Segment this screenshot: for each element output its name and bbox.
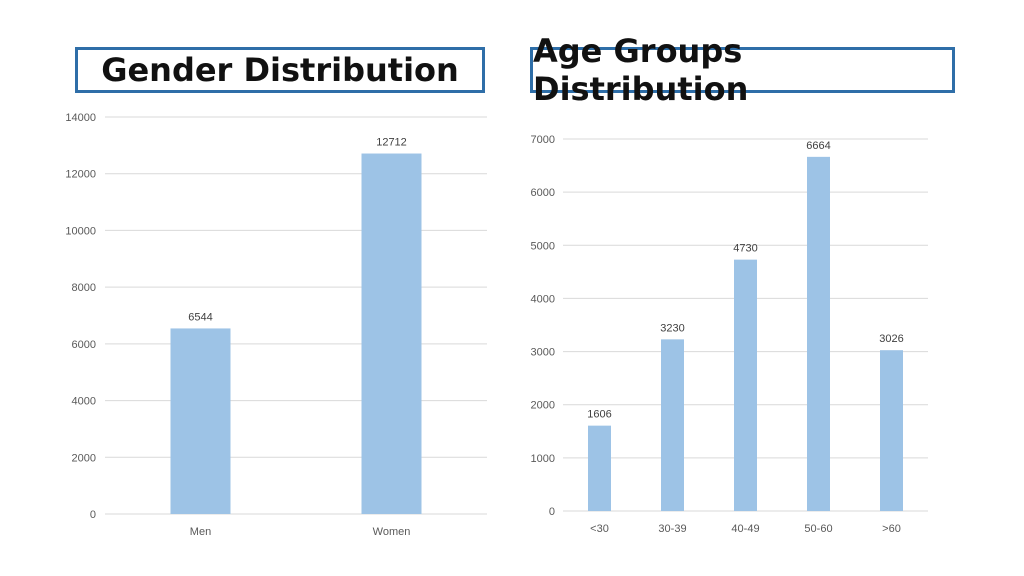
gender-y-tick-label: 14000 xyxy=(65,112,96,124)
age-bar xyxy=(734,259,757,511)
age-y-tick-label: 0 xyxy=(549,506,555,518)
age-groups-distribution-chart: 0 1000 2000 3000 4000 5000 6000 7000 1606 <30 3230… xyxy=(531,134,928,535)
gender-y-tick-label: 2000 xyxy=(72,452,96,464)
age-data-label: 3026 xyxy=(879,333,903,345)
age-y-tick-label: 6000 xyxy=(531,187,555,199)
gender-y-tick-label: 6000 xyxy=(72,339,96,351)
gender-data-label: 6544 xyxy=(188,311,212,323)
age-y-tick-label: 1000 xyxy=(531,453,555,465)
gender-y-tick-label: 12000 xyxy=(65,169,96,181)
gender-bar xyxy=(170,328,231,514)
gender-distribution-chart: 0 2000 4000 6000 8000 10000 12000 14000 6544 Men 1… xyxy=(65,112,487,538)
age-bar xyxy=(588,425,611,511)
age-chart-title: Age Groups Distribution xyxy=(530,32,955,108)
age-category-label: >60 xyxy=(882,523,901,535)
age-category-label: 50-60 xyxy=(804,523,832,535)
age-y-tick-label: 2000 xyxy=(531,400,555,412)
gender-y-tick-label: 4000 xyxy=(72,396,96,408)
age-y-tick-label: 4000 xyxy=(531,293,555,305)
age-category-label: 30-39 xyxy=(658,523,686,535)
gender-y-tick-label: 10000 xyxy=(65,225,96,237)
age-data-label: 1606 xyxy=(587,409,611,421)
age-y-tick-label: 3000 xyxy=(531,347,555,359)
age-bar xyxy=(807,156,830,511)
age-y-tick-label: 5000 xyxy=(531,240,555,252)
gender-chart-title: Gender Distribution xyxy=(75,47,485,93)
age-category-label: 40-49 xyxy=(731,523,759,535)
age-data-label: 3230 xyxy=(660,322,684,334)
gender-y-tick-label: 0 xyxy=(90,509,96,521)
gender-y-tick-label: 8000 xyxy=(72,282,96,294)
age-data-label: 4730 xyxy=(733,243,757,255)
age-data-label: 6664 xyxy=(806,140,830,152)
gender-data-label: 12712 xyxy=(376,137,407,149)
age-category-label: <30 xyxy=(590,523,609,535)
gender-bar xyxy=(361,153,422,515)
age-bar xyxy=(661,339,684,511)
age-bar xyxy=(880,350,903,511)
age-y-tick-label: 7000 xyxy=(531,134,555,146)
gender-category-label: Men xyxy=(190,526,211,538)
gender-category-label: Women xyxy=(373,526,411,538)
